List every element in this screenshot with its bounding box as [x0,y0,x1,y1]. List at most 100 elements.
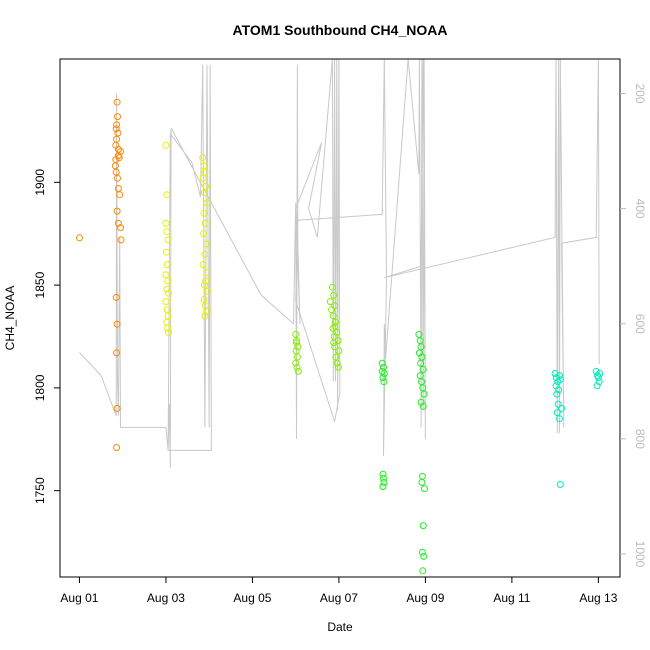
data-point-series-2 [335,363,342,371]
data-point-series-2 [331,302,339,310]
data-point-series-1 [163,191,171,199]
data-point-series-0 [112,293,120,301]
data-point-series-3 [421,485,428,493]
data-point-series-0 [113,320,121,328]
data-point-series-2 [329,312,337,320]
data-point-series-3 [419,402,427,410]
data-point-series-2 [330,339,338,347]
y-axis-label: CH4_NOAA [3,286,17,351]
data-point-series-4 [556,481,564,488]
data-point-series-1 [201,168,209,176]
y2-tick-label: 800 [633,429,647,449]
x-tick-label: Aug 09 [406,591,444,605]
data-point-series-0 [114,152,122,160]
data-point-series-3 [378,359,386,367]
data-points-layer [76,98,604,575]
data-point-series-0 [111,162,119,170]
data-point-series-0 [113,404,121,412]
data-point-series-1 [164,324,172,332]
data-point-series-1 [199,174,207,182]
data-point-series-3 [380,378,388,386]
data-point-series-1 [163,261,171,269]
data-point-series-3 [418,472,426,480]
x-tick-label: Aug 03 [147,591,185,605]
data-point-series-1 [199,154,207,162]
data-point-series-0 [112,125,120,133]
data-point-series-2 [294,367,302,375]
data-point-series-2 [329,324,337,332]
data-point-series-0 [117,236,125,244]
data-point-series-2 [330,291,338,299]
x-tick-label: Aug 01 [60,591,98,605]
data-point-series-0 [76,234,83,242]
data-point-series-4 [592,367,600,375]
data-point-series-2 [326,298,334,306]
data-point-series-2 [334,337,342,345]
data-point-series-2 [293,339,300,347]
data-point-series-3 [379,470,387,478]
data-point-series-2 [332,318,339,326]
data-point-series-3 [380,370,388,377]
y2-tick-label: 1000 [633,541,647,568]
data-point-series-1 [200,209,208,217]
data-point-series-1 [200,189,208,197]
data-point-series-2 [331,343,339,351]
data-point-series-1 [162,248,170,256]
data-point-series-3 [420,390,428,398]
data-point-series-3 [418,548,426,556]
data-point-series-4 [553,409,561,417]
data-point-series-2 [293,363,301,371]
data-point-series-4 [596,370,604,377]
data-point-series-3 [419,365,427,373]
data-point-series-4 [556,415,563,423]
data-point-series-4 [556,376,564,384]
data-point-series-1 [203,199,211,207]
data-point-series-0 [114,113,121,121]
data-point-series-0 [117,224,124,232]
data-point-series-3 [380,478,388,486]
data-point-series-3 [419,522,427,530]
altitude-line-layer [79,58,600,468]
data-point-series-0 [114,174,121,182]
x-tick-label: Aug 11 [493,591,530,605]
data-point-series-2 [333,359,341,367]
data-point-series-1 [164,277,172,285]
data-point-series-3 [380,474,387,482]
data-point-series-0 [113,207,121,215]
data-point-series-0 [113,98,121,106]
data-point-series-3 [380,363,387,371]
data-point-series-1 [200,281,208,289]
data-point-series-2 [335,347,343,355]
data-point-series-1 [201,312,209,320]
x-tick-label: Aug 05 [233,591,271,605]
data-point-series-0 [114,219,122,227]
data-point-series-4 [556,372,563,380]
y2-axis: 200 400 600 800 1000 [620,83,647,568]
data-point-series-4 [554,400,562,408]
data-point-series-2 [331,322,339,330]
data-point-series-1 [199,261,207,269]
x-tick-label: Aug 13 [579,591,617,605]
data-point-series-0 [113,121,121,129]
data-point-series-3 [378,367,386,375]
data-point-series-4 [593,382,601,390]
data-point-series-3 [379,483,387,491]
data-point-series-1 [163,228,171,236]
data-point-series-2 [293,353,301,361]
data-point-series-1 [203,308,211,316]
chart-title: ATOM1 Southbound CH4_NOAA [233,22,448,38]
y2-tick-label: 600 [633,314,647,334]
data-point-series-2 [328,283,336,291]
x-axis-label: Date [327,620,353,634]
data-point-series-1 [162,141,170,149]
data-point-series-1 [162,271,170,279]
y2-tick-label: 400 [633,199,647,219]
data-point-series-3 [420,552,428,560]
data-point-series-0 [117,148,124,155]
y-tick-label: 1850 [33,271,47,298]
data-point-series-1 [201,250,209,258]
y-tick-label: 1900 [33,169,47,196]
data-point-series-4 [595,378,603,386]
data-point-series-1 [162,298,170,306]
data-point-series-0 [114,129,122,137]
